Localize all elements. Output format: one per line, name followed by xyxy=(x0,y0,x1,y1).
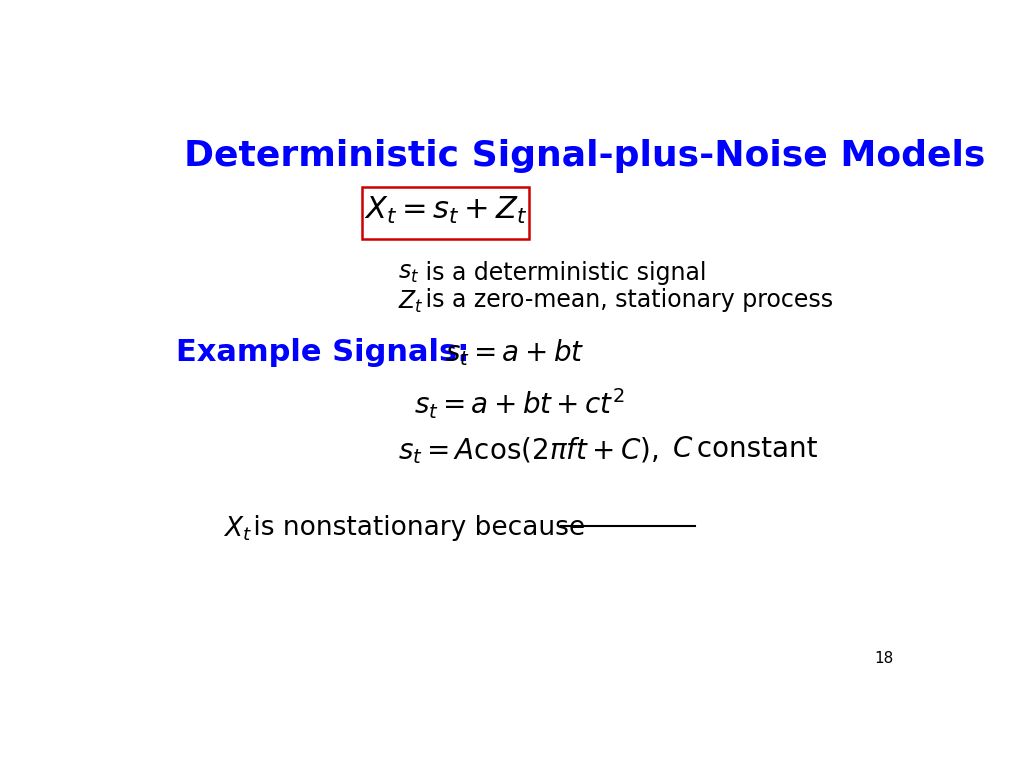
Text: Example Signals:: Example Signals: xyxy=(176,338,469,366)
Text: constant: constant xyxy=(688,435,818,463)
Text: $X_t = s_t + Z_t$: $X_t = s_t + Z_t$ xyxy=(364,195,527,226)
Text: $s_t = a + bt + ct^2$: $s_t = a + bt + ct^2$ xyxy=(414,386,625,421)
Text: $s_t = a + bt$: $s_t = a + bt$ xyxy=(445,338,585,369)
Text: 18: 18 xyxy=(874,650,894,666)
Text: Deterministic Signal-plus-Noise Models: Deterministic Signal-plus-Noise Models xyxy=(183,140,985,174)
Text: $X_t$: $X_t$ xyxy=(223,515,252,544)
Text: $C$: $C$ xyxy=(672,435,693,463)
Text: is a zero-mean, stationary process: is a zero-mean, stationary process xyxy=(418,289,833,313)
Text: $s_t$: $s_t$ xyxy=(397,260,419,285)
Text: $Z_t$: $Z_t$ xyxy=(397,289,424,315)
Text: is a deterministic signal: is a deterministic signal xyxy=(418,260,707,285)
Text: $s_t = A\cos(2\pi ft + C),$: $s_t = A\cos(2\pi ft + C),$ xyxy=(397,435,658,466)
Text: is nonstationary because: is nonstationary because xyxy=(246,515,586,541)
